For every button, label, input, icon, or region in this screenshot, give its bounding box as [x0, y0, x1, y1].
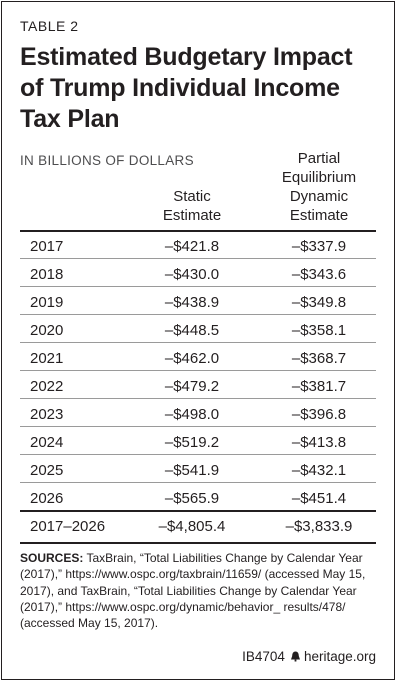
dynamic-estimate-cell: –$337.9 [291, 238, 347, 255]
dynamic-estimate-cell: –$432.1 [291, 462, 347, 479]
table-card: TABLE 2 Estimated Budgetary Impact of Tr… [1, 1, 395, 680]
table-row: 2018 –$430.0 –$343.6 [20, 260, 376, 288]
dynamic-estimate-cell: –$381.7 [291, 378, 347, 395]
row-divider [20, 510, 376, 512]
table-row: 2021 –$462.0 –$368.7 [20, 344, 376, 372]
static-estimate-cell: –$430.0 [164, 266, 220, 283]
column-header-line: Equilibrium [281, 169, 357, 186]
dynamic-estimate-cell: –$358.1 [291, 322, 347, 339]
column-header-line: Estimate [162, 207, 222, 224]
row-divider [20, 482, 376, 483]
table-row: 2023 –$498.0 –$396.8 [20, 400, 376, 428]
table-row: 2019 –$438.9 –$349.8 [20, 288, 376, 316]
year-cell: 2019 [30, 294, 64, 311]
year-cell: 2017 [30, 238, 64, 255]
table-row: 2026 –$565.9 –$451.4 [20, 484, 376, 512]
dynamic-estimate-cell: –$396.8 [291, 406, 347, 423]
dynamic-estimate-cell: –$349.8 [291, 294, 347, 311]
static-estimate-cell: –$438.9 [164, 294, 220, 311]
row-divider [20, 454, 376, 455]
static-estimate-cell: –$498.0 [164, 406, 220, 423]
liberty-bell-icon [290, 651, 300, 662]
row-divider [20, 230, 376, 232]
dynamic-estimate-cell: –$343.6 [291, 266, 347, 283]
static-estimate-cell: –$565.9 [164, 490, 220, 507]
year-cell: 2018 [30, 266, 64, 283]
report-id: IB4704 [242, 649, 285, 664]
table-row: 2024 –$519.2 –$413.8 [20, 428, 376, 456]
year-cell: 2024 [30, 434, 64, 451]
static-estimate-cell: –$479.2 [164, 378, 220, 395]
column-header-static: Static Estimate [140, 187, 244, 225]
row-divider [20, 258, 376, 259]
row-divider [20, 314, 376, 315]
static-estimate-cell: –$448.5 [164, 322, 220, 339]
year-cell: 2023 [30, 406, 64, 423]
table-title: Estimated Budgetary Impact of Trump Indi… [20, 43, 353, 133]
column-header-line: Partial [297, 150, 341, 167]
dynamic-estimate-cell: –$3,833.9 [285, 518, 353, 535]
row-divider [20, 398, 376, 399]
year-cell: 2025 [30, 462, 64, 479]
year-cell: 2020 [30, 322, 64, 339]
static-estimate-cell: –$421.8 [164, 238, 220, 255]
table-row: 2020 –$448.5 –$358.1 [20, 316, 376, 344]
static-estimate-cell: –$4,805.4 [158, 518, 226, 535]
table-row: 2025 –$541.9 –$432.1 [20, 456, 376, 484]
site-link[interactable]: heritage.org [303, 649, 376, 664]
year-cell: 2021 [30, 350, 64, 367]
sources-text: TaxBrain, “Total Liabilities Change by C… [20, 551, 366, 631]
year-cell: 2017–2026 [30, 518, 106, 535]
dynamic-estimate-cell: –$451.4 [291, 490, 347, 507]
row-divider [20, 542, 376, 544]
year-cell: 2026 [30, 490, 64, 507]
column-header-line: Dynamic [289, 188, 349, 205]
table-number: TABLE 2 [20, 18, 79, 34]
column-header-dynamic: Partial Equilibrium Dynamic Estimate [259, 149, 379, 225]
table-row: 2022 –$479.2 –$381.7 [20, 372, 376, 400]
column-header-line: Static [173, 188, 211, 205]
row-divider [20, 426, 376, 427]
static-estimate-cell: –$519.2 [164, 434, 220, 451]
year-cell: 2022 [30, 378, 64, 395]
dynamic-estimate-cell: –$413.8 [291, 434, 347, 451]
table-row: 2017 –$421.8 –$337.9 [20, 232, 376, 260]
static-estimate-cell: –$541.9 [164, 462, 220, 479]
static-estimate-cell: –$462.0 [164, 350, 220, 367]
column-header-line: Estimate [289, 207, 349, 224]
total-row: 2017–2026 –$4,805.4 –$3,833.9 [20, 512, 376, 540]
sources-note: SOURCES: TaxBrain, “Total Liabilities Ch… [20, 550, 382, 631]
row-divider [20, 286, 376, 287]
row-divider [20, 342, 376, 343]
footer: IB4704 heritage.org [242, 649, 376, 664]
row-divider [20, 370, 376, 371]
dynamic-estimate-cell: –$368.7 [291, 350, 347, 367]
units-label: IN BILLIONS OF DOLLARS [20, 153, 194, 168]
sources-label: SOURCES: [20, 551, 84, 565]
